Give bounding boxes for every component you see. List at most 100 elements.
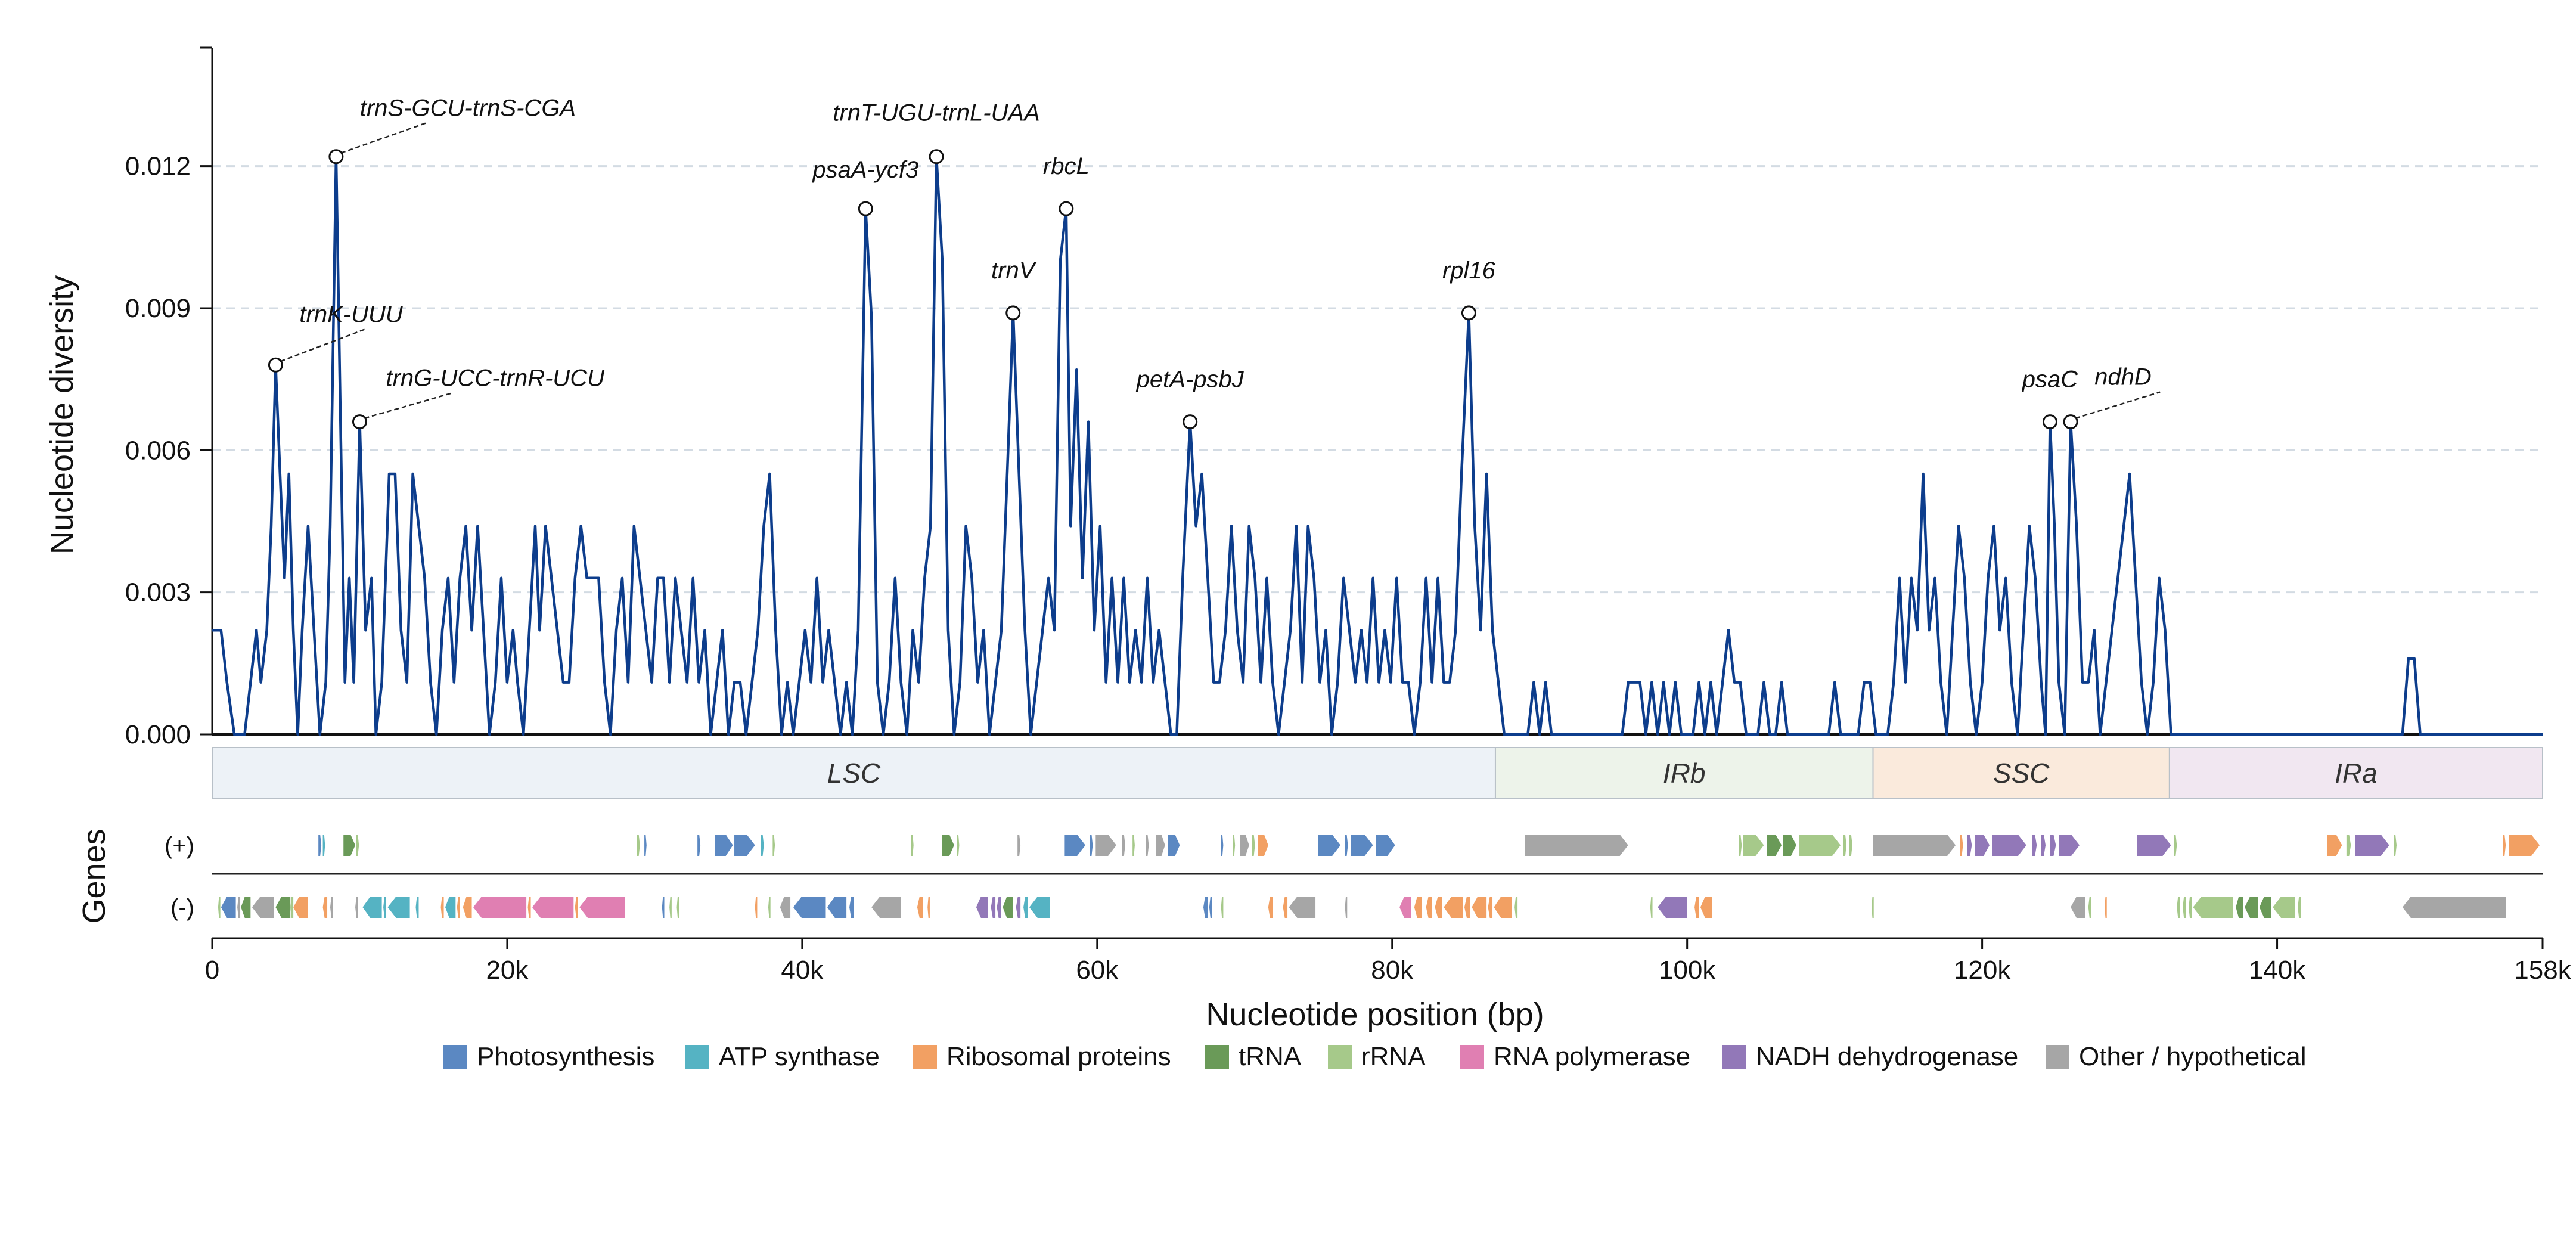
gene-plus <box>2137 835 2171 856</box>
gene-minus <box>755 897 758 918</box>
gene-plus <box>1743 835 1764 856</box>
gene-minus <box>1268 897 1273 918</box>
x-tick-label: 140k <box>2249 956 2306 985</box>
axes: 0.000 0.003 0.006 0.009 0.012 Nucleotide dive… <box>44 46 2572 1032</box>
gene-minus <box>527 897 531 918</box>
gene-plus <box>1967 835 1972 856</box>
peak-label: psaC <box>2022 367 2078 393</box>
x-tick-label: 80k <box>1371 956 1414 985</box>
gene-plus <box>1233 835 1236 856</box>
gene-minus <box>917 897 923 918</box>
gene-plus <box>2503 835 2506 856</box>
gene-minus <box>415 897 419 918</box>
gene-minus <box>290 897 294 918</box>
gene-minus <box>221 897 236 918</box>
gene-plus <box>1090 835 1093 856</box>
gene-minus <box>768 897 771 918</box>
peak-annotations: trnK-UUU trnS-GCU-trnS-CGA trnG-UCC-trnR-U… <box>268 95 2161 430</box>
peak-label: trnT-UGU-trnL-UAA <box>833 100 1039 126</box>
gene-minus <box>473 897 527 918</box>
minus-strand-label: (-) <box>170 895 194 921</box>
peak-label: trnG-UCC-trnR-UCU <box>386 365 605 392</box>
gene-minus <box>575 897 578 918</box>
gene-plus <box>1992 835 2026 856</box>
gene-plus <box>2327 835 2342 856</box>
gene-minus <box>1023 897 1028 918</box>
leader-line <box>340 122 426 154</box>
diversity-line-layer <box>212 155 2543 736</box>
gene-minus <box>1658 897 1687 918</box>
gene-plus <box>644 835 647 856</box>
gene-minus <box>2183 897 2186 918</box>
x-tick-label: 158k <box>2514 956 2571 985</box>
gene-plus <box>1345 835 1348 856</box>
peak-marker <box>1461 305 1476 321</box>
peak-label: ndhD <box>2094 364 2152 390</box>
gene-plus <box>942 835 954 856</box>
peak-label: psaA-ycf3 <box>812 157 918 183</box>
gene-minus <box>445 897 456 918</box>
peak-marker <box>929 149 944 165</box>
x-tick-label: 0 <box>205 956 219 985</box>
gene-minus <box>1029 897 1050 918</box>
gene-plus <box>772 835 775 856</box>
gene-minus <box>1488 897 1493 918</box>
legend-label: Other / hypothetical <box>2079 1042 2307 1071</box>
gene-plus <box>1843 835 1846 856</box>
gene-minus <box>387 897 410 918</box>
gene-minus <box>463 897 472 918</box>
gene-plus <box>1095 835 1116 856</box>
peak-marker <box>2063 414 2078 430</box>
gene-minus <box>2298 897 2301 918</box>
gene-minus <box>827 897 847 918</box>
peak-marker <box>1005 305 1021 321</box>
gene-plus <box>1221 835 1224 856</box>
gene-plus <box>1376 835 1395 856</box>
gene-minus <box>2402 897 2506 918</box>
gene-minus <box>1872 897 1874 918</box>
gene-minus <box>849 897 854 918</box>
region-label: IRb <box>1663 758 1706 789</box>
gene-plus <box>1739 835 1742 856</box>
region-block <box>1494 747 1874 799</box>
genome-regions: LSC IRb SSC IRa <box>212 747 2543 799</box>
legend-label: RNA polymerase <box>1494 1042 1690 1071</box>
legend-swatch <box>1205 1045 1229 1069</box>
gene-minus <box>362 897 382 918</box>
gene-minus <box>330 897 333 918</box>
y-tick-label: 0.012 <box>125 152 191 181</box>
gene-minus <box>1209 897 1212 918</box>
gene-plus <box>1849 835 1852 856</box>
gene-minus <box>322 897 328 918</box>
gene-minus <box>1514 897 1518 918</box>
gene-plus <box>761 835 764 856</box>
gene-plus <box>2174 835 2177 856</box>
plus-strand-label: (+) <box>165 833 194 859</box>
leader-line <box>2075 391 2161 419</box>
gene-minus <box>383 897 387 918</box>
gene-plus <box>322 835 325 856</box>
x-tick-label: 60k <box>1076 956 1119 985</box>
gene-plus <box>637 835 640 856</box>
y-tick-label: 0.006 <box>125 436 191 465</box>
gene-minus <box>1345 897 1348 918</box>
gene-minus <box>1221 897 1224 918</box>
gene-plus <box>2355 835 2389 856</box>
peak-label: rbcL <box>1043 153 1090 179</box>
gene-minus <box>2236 897 2243 918</box>
gene-plus <box>1240 835 1249 856</box>
gene-minus <box>252 897 274 918</box>
gene-minus <box>1435 897 1442 918</box>
gene-minus <box>241 897 251 918</box>
gene-plus <box>2509 835 2540 856</box>
legend-swatch <box>1722 1045 1746 1069</box>
gene-plus <box>2050 835 2056 856</box>
gene-minus <box>991 897 996 918</box>
gene-minus <box>2259 897 2271 918</box>
region-block <box>2168 747 2543 799</box>
gene-plus <box>1767 835 1782 856</box>
gene-plus <box>2059 835 2080 856</box>
region-label: LSC <box>827 758 881 789</box>
gene-minus <box>2245 897 2258 918</box>
